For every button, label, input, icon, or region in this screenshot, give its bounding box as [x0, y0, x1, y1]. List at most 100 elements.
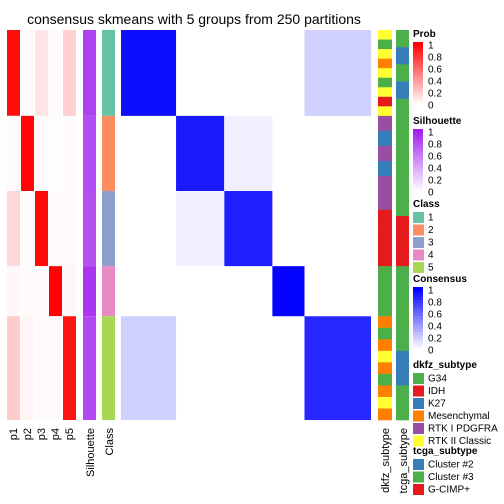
- legend-gradient-cell: [413, 303, 423, 307]
- column-label-3: p3: [36, 428, 48, 440]
- right-annotation-columns: [378, 30, 409, 421]
- dkfz-subtype-group-1-seg-3: [378, 49, 392, 59]
- prob-p3-group-5: [35, 316, 48, 420]
- dkfz-subtype-group-3-seg-3: [378, 228, 392, 248]
- dkfz-subtype-group-2-seg-5: [378, 175, 392, 192]
- prob-p2-group-5: [21, 316, 34, 420]
- legend-swatch: [413, 373, 424, 384]
- class-group-4: [102, 266, 115, 317]
- prob-p5-group-1: [63, 30, 76, 116]
- legend-gradient-cell: [413, 45, 423, 49]
- legend-swatch: [413, 459, 424, 470]
- legend-gradient-cell: [413, 93, 423, 97]
- legend-entry: RTK II Classic: [428, 436, 491, 447]
- legend-gradient-cell: [413, 290, 423, 294]
- dkfz-subtype-group-2-seg-3: [378, 145, 392, 162]
- dkfz-subtype-group-3-seg-2: [378, 209, 392, 229]
- column-label-5: p5: [64, 428, 76, 440]
- column-label-tcga_subtype: tcga_subtype: [398, 428, 410, 493]
- legend-swatch: [413, 237, 424, 248]
- legend-entry: 5: [428, 263, 434, 274]
- legend-entry: G-CIMP+: [428, 485, 470, 496]
- column-label-2: p2: [22, 428, 34, 440]
- legend-swatch: [413, 212, 424, 223]
- legend-entry: 4: [428, 250, 434, 261]
- legend-gradient-cell: [413, 74, 423, 78]
- dkfz-subtype-group-1-seg-1: [378, 30, 392, 40]
- prob-p4-group-3: [49, 191, 62, 267]
- column-label-7: Class: [104, 428, 116, 456]
- legend-gradient-cell: [413, 54, 423, 59]
- silhouette-group-4: [83, 266, 96, 317]
- legend-tick: 1: [428, 128, 434, 139]
- legend-gradient-cell: [413, 145, 423, 149]
- consensus-offblock-3: [224, 115, 273, 192]
- legend-gradient-cell: [413, 90, 423, 94]
- legend-tick: 0.4: [428, 77, 442, 88]
- legend-tick: 0.4: [428, 164, 442, 175]
- legend-gradient-cell: [413, 161, 423, 165]
- legend-gradient-cell: [413, 331, 423, 336]
- consensus-block-1: [121, 30, 177, 116]
- legend-entry: Cluster #2: [428, 460, 474, 471]
- legend-tick: 0: [428, 346, 434, 357]
- legend-entry: 2: [428, 225, 434, 236]
- prob-p4-group-4: [49, 266, 62, 317]
- prob-p3-group-1: [35, 30, 48, 116]
- legend-gradient-cell: [413, 341, 423, 345]
- prob-p3-group-4: [35, 266, 48, 317]
- legend-tick: 0.6: [428, 65, 442, 76]
- legend-gradient-cell: [413, 189, 423, 194]
- silhouette-group-5: [83, 316, 96, 420]
- legend-gradient-cell: [413, 48, 423, 52]
- legend-gradient-cell: [413, 173, 423, 178]
- silhouette-group-2: [83, 115, 96, 192]
- legend-gradient-cell: [413, 51, 423, 56]
- dkfz-subtype-group-1-seg-4: [378, 58, 392, 69]
- legend-tick: 0.6: [428, 152, 442, 163]
- dkfz-subtype-group-5-seg-9: [378, 408, 392, 421]
- legend-gradient-cell: [413, 151, 423, 155]
- legend-gradient-cell: [413, 102, 423, 107]
- legend-gradient-cell: [413, 64, 423, 68]
- column-label-6: Silhouette: [85, 428, 97, 477]
- legend-entry: 1: [428, 213, 434, 224]
- legend-gradient-cell: [413, 96, 423, 100]
- consensus-block-2: [176, 115, 225, 192]
- legend-tick: 0: [428, 101, 434, 112]
- consensus-matrix: [121, 30, 371, 420]
- legend-gradient-cell: [413, 306, 423, 310]
- prob-p4-group-2: [49, 115, 62, 192]
- dkfz-subtype-group-1-seg-2: [378, 39, 392, 50]
- legend-gradient-cell: [413, 328, 423, 333]
- dkfz-subtype-group-5-seg-5: [378, 362, 392, 375]
- prob-p2-group-3: [21, 191, 34, 267]
- dkfz-subtype-group-2-seg-2: [378, 130, 392, 147]
- legend-entry: Mesenchymal: [428, 411, 490, 422]
- chart-title: consensus skmeans with 5 groups from 250…: [27, 11, 361, 27]
- prob-p5-group-3: [63, 191, 76, 267]
- legend-gradient-cell: [413, 61, 423, 65]
- legend-gradient-cell: [413, 335, 423, 339]
- column-labels: p1 p2 p3 p4 p5 Silhouette Class dkfz_subtype tcg…: [8, 428, 410, 494]
- legend-gradient-cell: [413, 129, 423, 133]
- legend-gradient-cell: [413, 154, 423, 159]
- legend-swatch: [413, 471, 424, 483]
- legend-tick: 0.2: [428, 176, 442, 187]
- prob-p5-group-4: [63, 266, 76, 317]
- legend-gradient-cell: [413, 170, 423, 175]
- legend-gradient-cell: [413, 70, 423, 75]
- legend-tick: 0.8: [428, 140, 442, 151]
- legend-entry: G34: [428, 374, 447, 385]
- class-group-2: [102, 115, 115, 192]
- dkfz-subtype-group-5-seg-6: [378, 373, 392, 386]
- legend-entry: IDH: [428, 386, 445, 397]
- prob-p1-group-2: [7, 115, 20, 192]
- dkfz-subtype-group-2-seg-1: [378, 115, 392, 132]
- consensus-offblock-2: [121, 316, 177, 420]
- tcga-subtype-group-5-seg-2: [396, 350, 409, 386]
- dkfz-subtype-group-5-seg-4: [378, 350, 392, 363]
- consensus-block-3: [224, 191, 273, 267]
- legend-gradient-cell: [413, 148, 423, 152]
- legend-swatch: [413, 484, 424, 495]
